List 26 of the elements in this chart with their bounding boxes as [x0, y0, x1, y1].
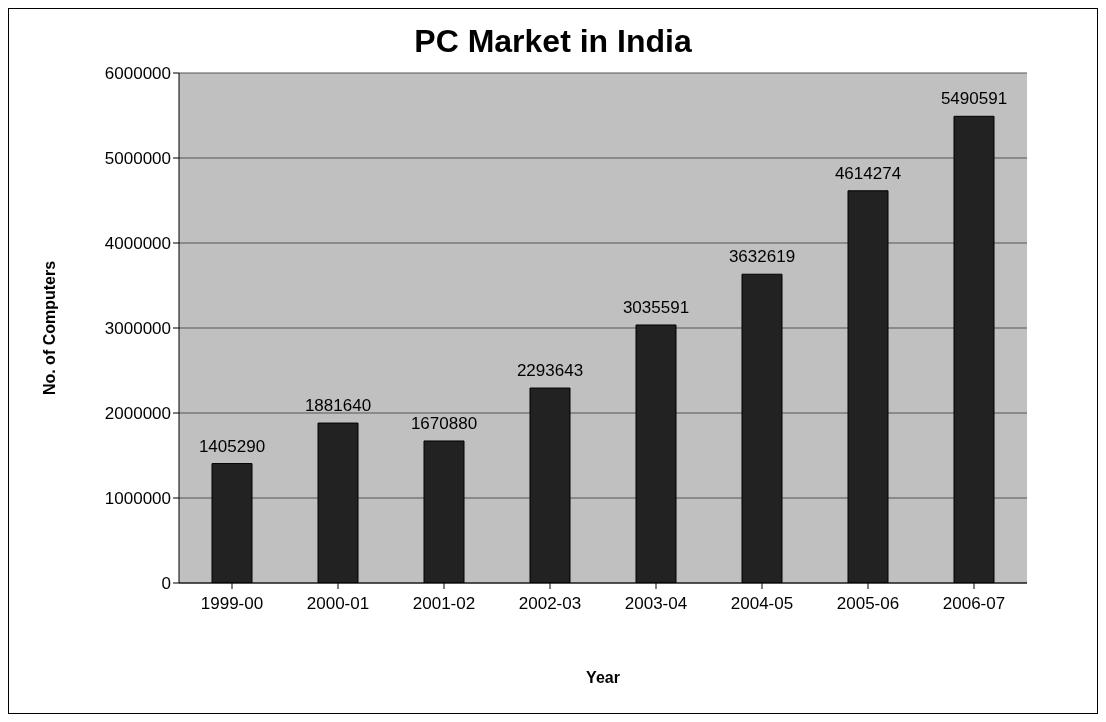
x-tick-label: 2003-04 [624, 594, 688, 614]
data-label: 5490591 [940, 89, 1008, 109]
y-tick-label: 6000000 [104, 64, 171, 84]
x-tick-label: 2001-02 [412, 594, 476, 614]
data-label: 1881640 [304, 396, 372, 416]
chart-title: PC Market in India [413, 23, 693, 60]
x-tick-label: 2004-05 [730, 594, 794, 614]
y-axis-title: No. of Computers [40, 260, 58, 396]
x-tick-label: 2002-03 [518, 594, 582, 614]
data-label: 3632619 [728, 247, 796, 267]
data-label: 2293643 [516, 361, 584, 381]
data-label: 4614274 [834, 163, 902, 183]
data-label: 1405290 [198, 436, 266, 456]
y-tick-label: 2000000 [104, 404, 171, 424]
data-label: 1670880 [410, 413, 478, 433]
y-tick-label: 5000000 [104, 149, 171, 169]
y-tick-label: 4000000 [104, 234, 171, 254]
x-tick-label: 2005-06 [836, 594, 900, 614]
y-tick-label: 1000000 [104, 489, 171, 509]
y-tick-label: 0 [161, 574, 171, 594]
y-tick-label: 3000000 [104, 319, 171, 339]
x-tick-label: 2000-01 [306, 594, 370, 614]
data-label: 3035591 [622, 297, 690, 317]
x-tick-label: 2006-07 [942, 594, 1006, 614]
x-axis-title: Year [586, 669, 620, 686]
x-tick-label: 1999-00 [200, 594, 264, 614]
